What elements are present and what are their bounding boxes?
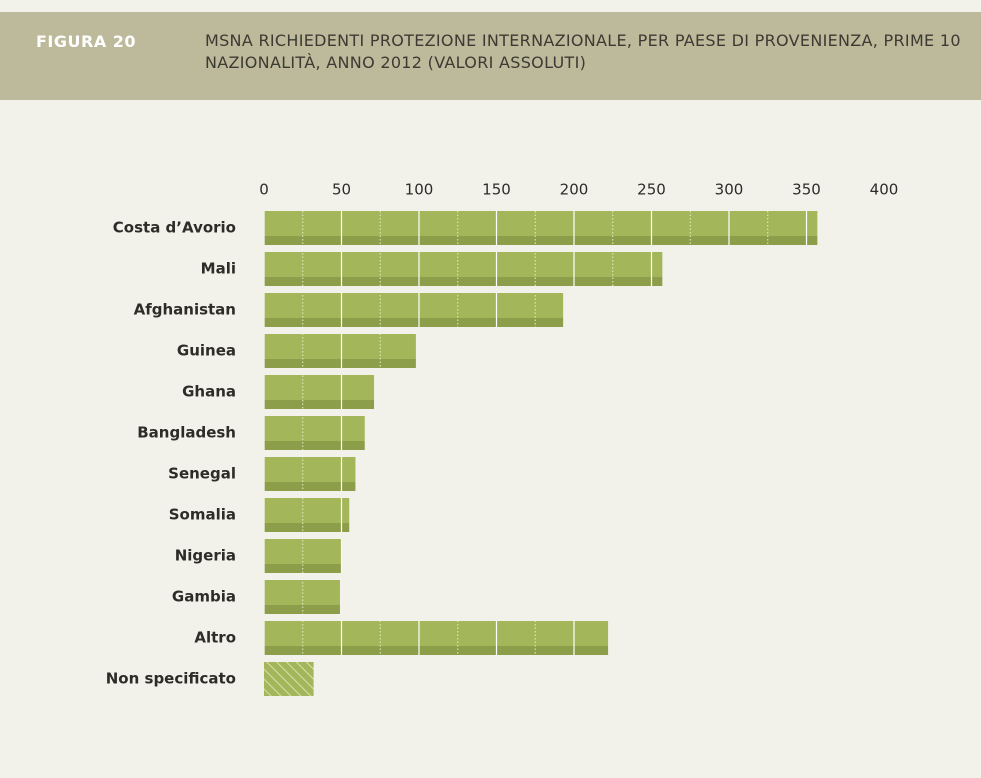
x-tick-label: 250 — [637, 181, 666, 199]
x-tick-label: 150 — [482, 181, 511, 199]
bar — [264, 662, 314, 696]
bar — [264, 416, 365, 450]
bar — [264, 580, 340, 614]
category-label: Ghana — [182, 383, 236, 401]
figure-label: FIGURA 20 — [36, 32, 137, 51]
category-label: Altro — [194, 629, 236, 647]
bar — [264, 498, 350, 532]
category-label: Nigeria — [175, 547, 236, 565]
category-label: Costa d’Avorio — [113, 219, 236, 237]
bar — [264, 334, 416, 368]
bar — [264, 457, 356, 491]
x-tick-label: 0 — [259, 181, 269, 199]
bar — [264, 293, 564, 327]
x-tick-label: 400 — [870, 181, 899, 199]
bar — [264, 211, 818, 245]
category-label: Gambia — [172, 588, 236, 606]
chart-title: MSNA RICHIEDENTI PROTEZIONE INTERNAZIONA… — [205, 31, 961, 72]
category-label: Afghanistan — [134, 301, 236, 319]
x-tick-label: 50 — [332, 181, 351, 199]
category-label: Somalia — [169, 506, 236, 524]
header: FIGURA 20 MSNA RICHIEDENTI PROTEZIONE IN… — [0, 12, 981, 100]
x-tick-label: 350 — [792, 181, 821, 199]
category-label: Senegal — [168, 465, 236, 483]
x-tick-label: 200 — [560, 181, 589, 199]
category-label: Bangladesh — [137, 424, 236, 442]
category-label: Non specificato — [106, 670, 236, 688]
bar — [264, 375, 375, 409]
bar — [264, 621, 609, 655]
x-tick-label: 300 — [715, 181, 744, 199]
x-tick-label: 100 — [405, 181, 434, 199]
category-label: Mali — [201, 260, 236, 278]
category-label: Guinea — [177, 342, 236, 360]
bar — [264, 252, 663, 286]
